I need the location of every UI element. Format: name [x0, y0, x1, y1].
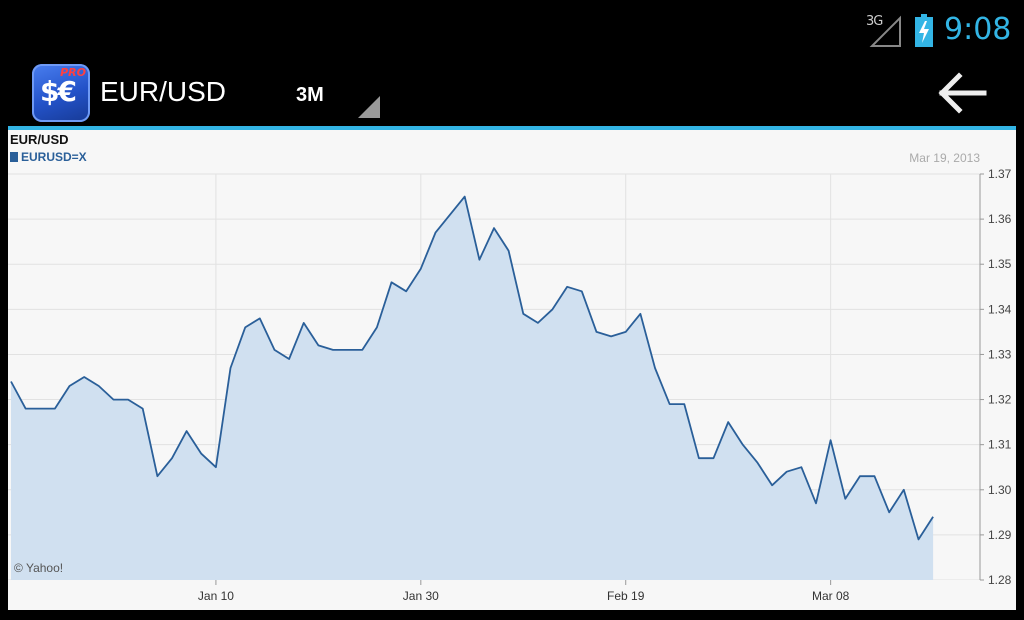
x-tick-label: Mar 08 — [812, 589, 850, 603]
y-tick-label: 1.35 — [988, 257, 1012, 271]
app-title: EUR/USD — [100, 76, 227, 107]
network-type-label: 3G — [866, 14, 883, 29]
x-tick-label: Feb 19 — [607, 589, 645, 603]
range-spinner[interactable]: 3M — [280, 66, 384, 122]
y-axis: 1.37 1.36 1.35 1.34 1.33 1.32 1.31 1.30 1.29 1.28 — [979, 167, 1012, 587]
y-tick-label: 1.34 — [988, 302, 1012, 316]
app-icon-symbol: $€ — [40, 75, 77, 108]
y-tick-label: 1.33 — [988, 347, 1012, 361]
back-button[interactable] — [932, 68, 994, 118]
x-axis: Jan 10 Jan 30 Feb 19 Mar 08 — [198, 580, 850, 603]
spinner-triangle-icon — [358, 96, 380, 118]
y-tick-label: 1.30 — [988, 483, 1012, 497]
accent-divider — [8, 126, 1016, 130]
y-tick-label: 1.37 — [988, 167, 1012, 181]
y-tick-label: 1.31 — [988, 438, 1012, 452]
legend-symbol: EURUSD=X — [21, 150, 87, 164]
y-tick-label: 1.29 — [988, 528, 1012, 542]
signal-icon: 3G — [866, 14, 904, 48]
chart-credit: © Yahoo! — [14, 561, 63, 575]
status-clock: 9:08 — [944, 12, 1012, 47]
chart-area: 1.37 1.36 1.35 1.34 1.33 1.32 1.31 1.30 1.29 1.28… — [8, 130, 1016, 610]
x-axis-band — [8, 580, 1016, 610]
range-label: 3M — [296, 84, 324, 106]
app-icon-pro-badge: PRO — [60, 66, 86, 79]
battery-charging-icon — [914, 14, 934, 48]
chart-series-line — [10, 195, 934, 541]
app-icon[interactable]: $€ PRO — [32, 64, 90, 122]
x-tick-label: Jan 30 — [403, 589, 439, 603]
status-bar: 3G 9:08 — [0, 0, 1024, 58]
legend-swatch — [10, 152, 18, 162]
y-tick-label: 1.36 — [988, 212, 1012, 226]
y-tick-label: 1.28 — [988, 573, 1012, 587]
chart-area-fill — [11, 196, 934, 580]
y-tick-label: 1.32 — [988, 393, 1012, 407]
arrow-left-icon — [938, 72, 987, 114]
x-tick-label: Jan 10 — [198, 589, 234, 603]
price-chart: 1.37 1.36 1.35 1.34 1.33 1.32 1.31 1.30 1.29 1.28… — [8, 132, 1016, 610]
chart-date-label: Mar 19, 2013 — [909, 151, 980, 165]
action-bar: $€ PRO EUR/USD 3M — [0, 58, 1024, 126]
chart-title: EUR/USD — [10, 132, 69, 147]
